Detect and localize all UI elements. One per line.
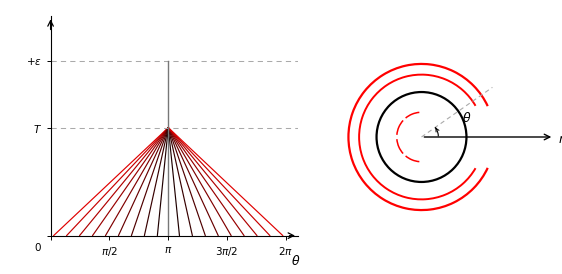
Text: $0$: $0$ (34, 241, 42, 253)
Text: $r$: $r$ (558, 133, 562, 145)
Text: $\theta$: $\theta$ (462, 112, 472, 125)
Text: $\theta$: $\theta$ (291, 254, 300, 268)
